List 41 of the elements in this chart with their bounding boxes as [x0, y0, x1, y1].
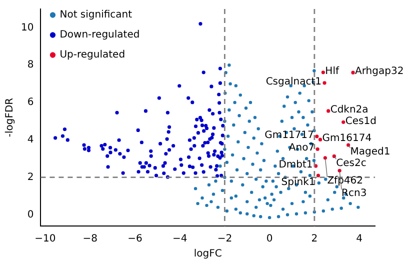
- x-tick-label: −2: [217, 234, 232, 245]
- annotation: Maged1: [350, 146, 390, 158]
- point: [316, 147, 320, 151]
- x-tick-label: 4: [356, 234, 362, 245]
- y-axis-title: -logFDR: [4, 98, 16, 138]
- point: [326, 109, 330, 113]
- legend-label: Not significant: [60, 10, 132, 21]
- annotation: Zfp462: [327, 176, 364, 186]
- point: [315, 134, 319, 138]
- point: [322, 81, 326, 85]
- annotation: Hlf: [325, 66, 340, 78]
- annotation: Spink1: [281, 177, 316, 188]
- point: [351, 70, 355, 74]
- annotation: Arhgap32: [355, 66, 404, 78]
- annotation: Gm16174: [322, 133, 372, 144]
- annotation: Rcn3: [342, 188, 367, 200]
- annotation: Csgalnact1: [266, 76, 322, 88]
- legend-label: Up-regulated: [60, 50, 126, 61]
- y-tick-label: 4: [27, 134, 34, 146]
- y-tick-label: 8: [27, 60, 34, 71]
- x-axis-title: logFC: [194, 248, 222, 260]
- x-tick-label: −6: [128, 234, 142, 245]
- point: [323, 156, 327, 160]
- annotation: Gm11717: [264, 130, 314, 141]
- y-tick-label: 2: [27, 172, 34, 183]
- x-tick-label: −8: [82, 234, 98, 245]
- y-tick-label: 6: [27, 97, 34, 108]
- annotation: Ces1d: [345, 116, 376, 127]
- x-tick-label: 2: [311, 234, 318, 245]
- point: [321, 70, 325, 74]
- x-tick-label: −10: [34, 234, 56, 245]
- point: [342, 120, 346, 124]
- legend-label: Down-regulated: [60, 30, 140, 41]
- x-tick-label: −4: [172, 234, 188, 245]
- annotation: Cdkn2a: [330, 104, 368, 116]
- annotation: Dmbt1: [278, 160, 313, 171]
- y-tick-label: 10: [20, 22, 34, 34]
- annotation: Ces2c: [336, 158, 366, 169]
- x-tick-label: 0: [266, 234, 273, 245]
- y-tick-label: 0: [27, 209, 34, 220]
- point: [318, 138, 322, 142]
